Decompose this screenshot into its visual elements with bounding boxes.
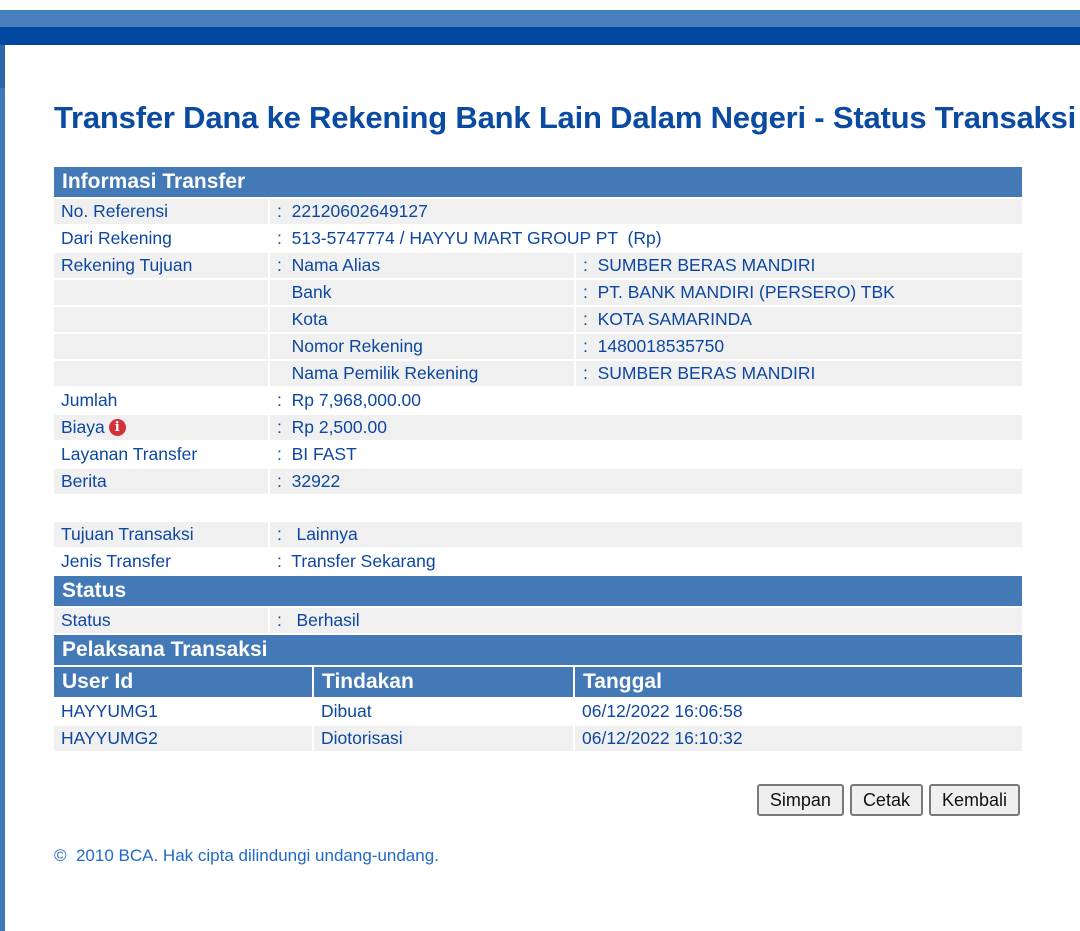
row-biaya: Biaya i : Rp 2,500.00 <box>54 415 1022 440</box>
pelaksana-column-headers: User Id Tindakan Tanggal <box>54 667 1022 697</box>
section-header-pelaksana: Pelaksana Transaksi <box>54 635 1022 665</box>
row-kota: Kota : KOTA SAMARINDA <box>54 307 1022 332</box>
row-berita: Berita : 32922 <box>54 469 1022 494</box>
top-bar <box>0 27 1080 45</box>
transfer-status-table: Informasi Transfer No. Referensi : 22120… <box>54 167 1022 753</box>
tanggal: 06/12/2022 16:10:32 <box>575 726 1022 751</box>
row-layanan-transfer: Layanan Transfer : BI FAST <box>54 442 1022 467</box>
simpan-button[interactable]: Simpan <box>756 784 844 816</box>
value: : BI FAST <box>277 444 357 464</box>
value: : PT. BANK MANDIRI (PERSERO) TBK <box>576 280 1022 305</box>
section-header-status: Status <box>54 576 1022 606</box>
value: : 1480018535750 <box>576 334 1022 359</box>
sub-label: Nama Pemilik Rekening <box>270 361 574 386</box>
row-rekening-tujuan: Rekening Tujuan : Nama Alias : SUMBER BE… <box>54 253 1022 278</box>
row-tujuan-transaksi: Tujuan Transaksi : Lainnya <box>54 522 1022 547</box>
row-nama-pemilik: Nama Pemilik Rekening : SUMBER BERAS MAN… <box>54 361 1022 386</box>
page-title: Transfer Dana ke Rekening Bank Lain Dala… <box>54 100 1077 135</box>
left-frame-strip <box>0 45 5 931</box>
tindakan: Dibuat <box>321 701 372 721</box>
label: Dari Rekening <box>61 228 172 248</box>
copyright-footer: © 2010 BCA. Hak cipta dilindungi undang-… <box>54 846 439 865</box>
tanggal: 06/12/2022 16:06:58 <box>582 701 743 721</box>
row-bank: Bank : PT. BANK MANDIRI (PERSERO) TBK <box>54 280 1022 305</box>
value: : SUMBER BERAS MANDIRI <box>576 253 1022 278</box>
info-icon[interactable]: i <box>108 419 126 436</box>
spacer-row <box>54 496 1022 520</box>
column-header-tindakan: Tindakan <box>314 667 573 697</box>
value: : Lainnya <box>270 522 1022 547</box>
value: : Transfer Sekarang <box>277 551 436 571</box>
label: Berita <box>54 469 268 494</box>
left-frame-strip-top <box>0 45 5 88</box>
label: Biaya i <box>54 415 268 440</box>
sub-label: : Nama Alias <box>270 253 574 278</box>
cetak-button[interactable]: Cetak <box>849 784 923 816</box>
row-dari-rekening: Dari Rekening : 513-5747774 / HAYYU MART… <box>54 226 1022 251</box>
value: : 32922 <box>270 469 1022 494</box>
action-buttons: Simpan Cetak Kembali <box>756 784 1020 816</box>
sub-label: Bank <box>270 280 574 305</box>
label: No. Referensi <box>54 199 268 224</box>
label: Jumlah <box>61 390 118 410</box>
tindakan: Diotorisasi <box>314 726 573 751</box>
value: : 22120602649127 <box>270 199 1022 224</box>
user-id: HAYYUMG2 <box>54 726 312 751</box>
sub-label: Nomor Rekening <box>270 334 574 359</box>
value: : SUMBER BERAS MANDIRI <box>576 361 1022 386</box>
user-id: HAYYUMG1 <box>61 701 158 721</box>
row-jenis-transfer: Jenis Transfer : Transfer Sekarang <box>54 549 1022 574</box>
table-row: HAYYUMG2 Diotorisasi 06/12/2022 16:10:32 <box>54 726 1022 751</box>
status-value: : Berhasil <box>270 608 1022 633</box>
column-header-tanggal: Tanggal <box>575 667 1022 697</box>
sub-label: Kota <box>270 307 574 332</box>
label: Layanan Transfer <box>61 444 198 464</box>
label: Jenis Transfer <box>61 551 171 571</box>
section-header-informasi-transfer: Informasi Transfer <box>54 167 1022 197</box>
row-jumlah: Jumlah : Rp 7,968,000.00 <box>54 388 1022 413</box>
row-no-referensi: No. Referensi : 22120602649127 <box>54 199 1022 224</box>
value: : KOTA SAMARINDA <box>576 307 1022 332</box>
row-nomor-rekening: Nomor Rekening : 1480018535750 <box>54 334 1022 359</box>
column-header-user-id: User Id <box>54 667 312 697</box>
label: Rekening Tujuan <box>54 253 268 278</box>
label: Tujuan Transaksi <box>54 522 268 547</box>
value: : 513-5747774 / HAYYU MART GROUP PT (Rp) <box>277 228 662 248</box>
value: : Rp 7,968,000.00 <box>277 390 422 410</box>
value: : Rp 2,500.00 <box>270 415 1022 440</box>
kembali-button[interactable]: Kembali <box>928 784 1020 816</box>
table-row: HAYYUMG1 Dibuat 06/12/2022 16:06:58 <box>54 699 1022 724</box>
row-status: Status : Berhasil <box>54 608 1022 633</box>
top-bar-light <box>0 10 1080 27</box>
label: Status <box>54 608 268 633</box>
